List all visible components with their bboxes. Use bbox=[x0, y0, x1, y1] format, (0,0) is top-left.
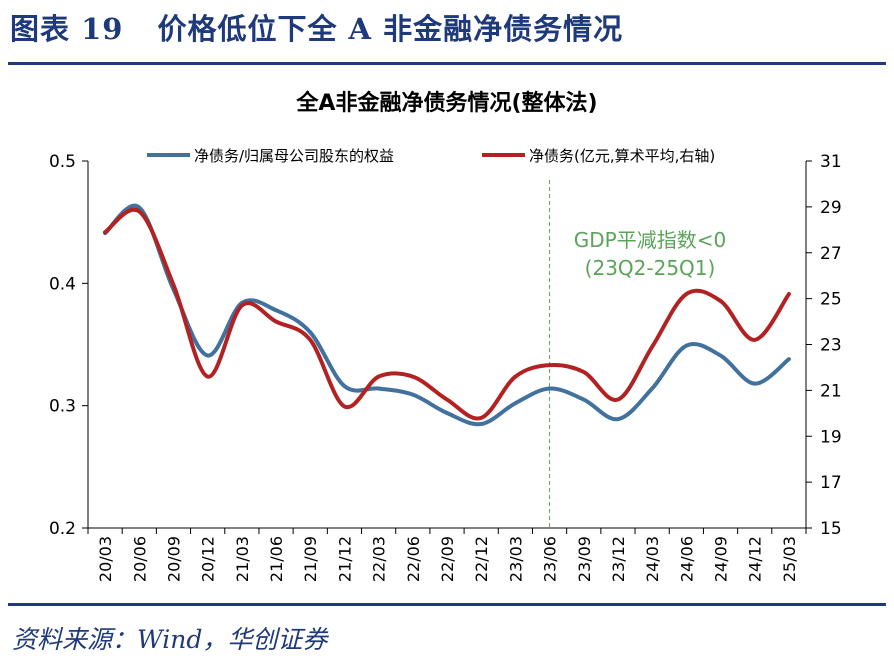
x-tick-label: 24/12 bbox=[746, 536, 765, 582]
left-tick-label: 0.4 bbox=[49, 274, 76, 294]
x-tick-label: 24/06 bbox=[677, 536, 696, 582]
right-tick-label: 23 bbox=[820, 336, 842, 356]
right-tick-label: 29 bbox=[820, 198, 842, 218]
series-line-net-debt-ratio bbox=[103, 203, 791, 427]
legend-label-right-series: 净债务(亿元,算术平均,右轴) bbox=[529, 147, 715, 165]
right-tick-label: 25 bbox=[820, 290, 842, 310]
right-tick-label: 17 bbox=[820, 473, 842, 493]
figure-label: 图表 19 bbox=[10, 12, 124, 46]
chart-title: 全A非金融净债务情况(整体法) bbox=[295, 90, 597, 116]
right-tick-label: 27 bbox=[820, 244, 842, 264]
title-divider bbox=[8, 62, 886, 65]
x-tick-label: 20/09 bbox=[164, 536, 183, 582]
x-tick-label: 22/12 bbox=[472, 536, 491, 582]
x-tick-label: 21/06 bbox=[267, 536, 286, 582]
right-tick-label: 21 bbox=[820, 381, 842, 401]
annotation-text-line2: (23Q2-25Q1) bbox=[585, 256, 716, 280]
left-tick-label: 0.5 bbox=[49, 152, 76, 172]
x-tick-label: 22/03 bbox=[370, 536, 389, 582]
x-tick-label: 25/03 bbox=[780, 536, 799, 582]
x-tick-label: 23/06 bbox=[541, 536, 560, 582]
x-tick-label: 23/09 bbox=[575, 536, 594, 582]
x-tick-label: 23/12 bbox=[609, 536, 628, 582]
right-axis-ticks: 15 17 19 21 23 25 27 29 31 bbox=[806, 152, 842, 539]
source-divider bbox=[8, 603, 886, 606]
x-tick-label: 24/03 bbox=[643, 536, 662, 582]
x-tick-label: 23/03 bbox=[506, 536, 525, 582]
x-tick-label: 20/06 bbox=[130, 536, 149, 582]
left-tick-label: 0.2 bbox=[49, 519, 76, 539]
x-tick-label: 22/09 bbox=[438, 536, 457, 582]
legend: 净债务/归属母公司股东的权益 净债务(亿元,算术平均,右轴) bbox=[147, 147, 715, 165]
right-tick-label: 19 bbox=[820, 427, 842, 447]
right-tick-label: 31 bbox=[820, 152, 842, 172]
source-note: 资料来源：Wind，华创证券 bbox=[12, 625, 328, 654]
figure-heading: 价格低位下全 A 非金融净债务情况 bbox=[157, 12, 624, 46]
x-tick-label: 20/03 bbox=[96, 536, 115, 582]
x-tick-label: 21/09 bbox=[301, 536, 320, 582]
left-tick-label: 0.3 bbox=[49, 397, 76, 417]
right-tick-label: 15 bbox=[820, 519, 842, 539]
x-axis-ticks: 20/03 20/06 20/09 20/12 21/03 21/06 21/09 21/12… bbox=[87, 528, 807, 582]
x-tick-label: 20/12 bbox=[199, 536, 218, 582]
legend-label-left-series: 净债务/归属母公司股东的权益 bbox=[194, 147, 394, 165]
x-tick-label: 21/12 bbox=[335, 536, 354, 582]
annotation-text-line1: GDP平减指数<0 bbox=[574, 228, 726, 252]
x-tick-label: 21/03 bbox=[233, 536, 252, 582]
x-tick-label: 22/06 bbox=[404, 536, 423, 582]
figure-title: 图表 19 价格低位下全 A 非金融净债务情况 bbox=[10, 6, 623, 48]
left-axis-ticks: 0.2 0.3 0.4 0.5 bbox=[49, 152, 88, 539]
chart: 全A非金融净债务情况(整体法) 净债务/归属母公司股东的权益 净债务(亿元,算术… bbox=[49, 90, 842, 582]
x-tick-label: 24/09 bbox=[712, 536, 731, 582]
series-layer bbox=[103, 203, 791, 427]
